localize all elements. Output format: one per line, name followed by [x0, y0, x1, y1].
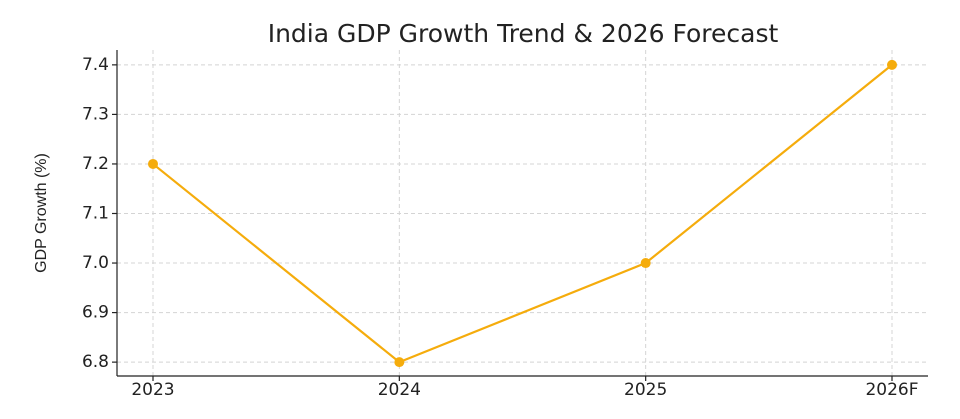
- marker: [148, 158, 158, 169]
- y-tick-label: 7.2: [82, 154, 109, 174]
- x-tick-label: 2025: [624, 380, 667, 400]
- y-tick-label: 6.9: [82, 303, 109, 323]
- line: [152, 64, 893, 364]
- marker: [394, 357, 405, 368]
- y-tick-label: 7.1: [82, 203, 109, 223]
- marker: [640, 258, 651, 269]
- marker: [887, 59, 897, 70]
- chart-title: India GDP Growth Trend & 2026 Forecast: [268, 19, 779, 48]
- x-tick-label: 2023: [131, 380, 174, 400]
- x-tick-label: 2026F: [865, 380, 918, 400]
- y-tick-label: 6.8: [82, 352, 109, 372]
- x-tick-label: 2024: [378, 380, 421, 400]
- y-tick-label: 7.4: [82, 55, 109, 75]
- y-tick-label: 7.3: [82, 104, 109, 124]
- y-axis-label: GDP Growth (%): [33, 153, 50, 273]
- y-tick-label: 7.0: [82, 253, 109, 273]
